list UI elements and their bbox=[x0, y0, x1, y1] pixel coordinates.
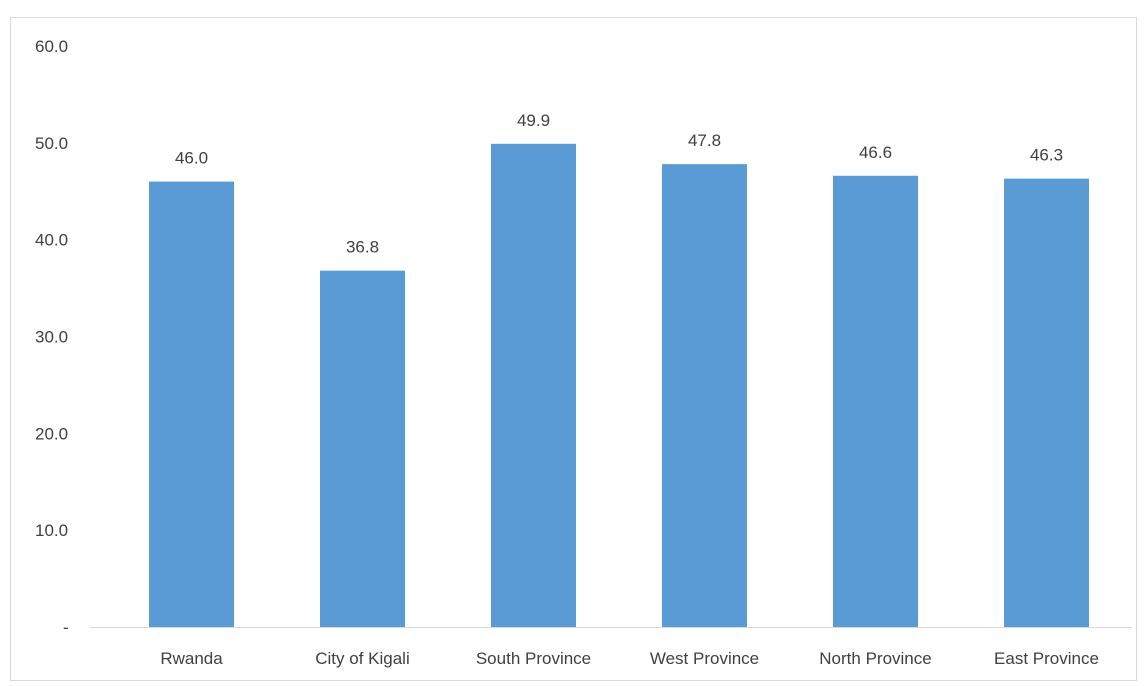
bar bbox=[662, 164, 747, 628]
y-tick-label: 60.0 bbox=[35, 37, 68, 56]
y-tick-label: - bbox=[63, 618, 69, 637]
x-tick-label: South Province bbox=[476, 649, 591, 668]
x-tick-label: City of Kigali bbox=[315, 649, 409, 668]
data-label: 47.8 bbox=[688, 131, 721, 150]
bar bbox=[320, 270, 405, 627]
x-tick-label: Rwanda bbox=[160, 649, 223, 668]
data-labels: 46.0 36.8 49.9 47.8 46.6 46.3 bbox=[175, 111, 1063, 257]
y-tick-label: 40.0 bbox=[35, 231, 68, 250]
y-tick-label: 30.0 bbox=[35, 328, 68, 347]
y-tick-label: 10.0 bbox=[35, 521, 68, 540]
bar bbox=[1004, 178, 1089, 627]
data-label: 46.0 bbox=[175, 149, 208, 168]
y-axis-ticks: - 10.0 20.0 30.0 40.0 50.0 60.0 bbox=[35, 37, 69, 637]
data-label: 46.3 bbox=[1030, 146, 1063, 165]
y-tick-label: 20.0 bbox=[35, 424, 68, 443]
bar bbox=[149, 181, 234, 628]
data-label: 46.6 bbox=[859, 143, 892, 162]
x-tick-label: North Province bbox=[819, 649, 931, 668]
bar bbox=[491, 143, 576, 627]
x-tick-label: West Province bbox=[650, 649, 759, 668]
bar bbox=[833, 175, 918, 628]
bars bbox=[149, 143, 1089, 628]
data-label: 36.8 bbox=[346, 238, 379, 257]
y-tick-label: 50.0 bbox=[35, 134, 68, 153]
x-axis-ticks: Rwanda City of Kigali South Province West P… bbox=[160, 649, 1099, 668]
data-label: 49.9 bbox=[517, 111, 550, 130]
x-tick-label: East Province bbox=[994, 649, 1099, 668]
